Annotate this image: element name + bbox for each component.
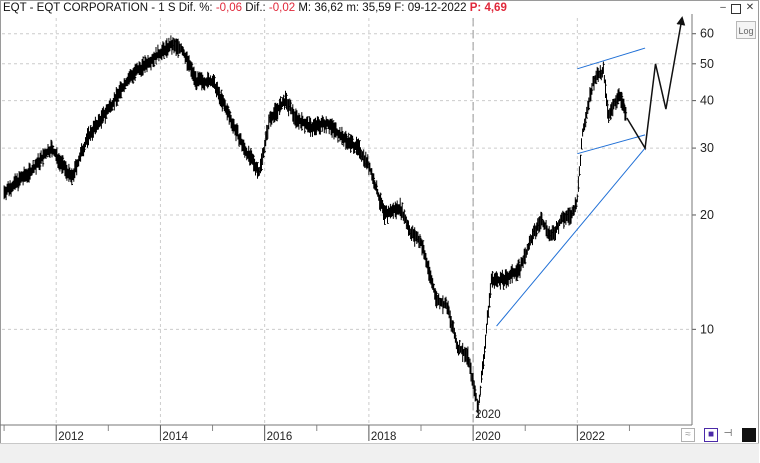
log-scale-button[interactable]: Log xyxy=(736,21,756,39)
period-label: 1 S xyxy=(158,2,176,14)
status-bar xyxy=(0,443,759,463)
max-label: M: xyxy=(298,2,312,14)
y-tick-label: 40 xyxy=(700,94,714,108)
chart-marks xyxy=(3,16,686,418)
x-tick-label: 2020 xyxy=(475,431,501,443)
y-tick-label: 60 xyxy=(700,27,714,41)
trendline xyxy=(577,47,646,70)
date-label: F: xyxy=(394,2,405,14)
y-tick-label: 50 xyxy=(700,57,714,71)
pin-icon[interactable]: ⊣ xyxy=(723,428,733,439)
price-series xyxy=(3,35,628,418)
min-label: m: xyxy=(346,2,360,14)
dif-value: -0,02 xyxy=(268,2,296,14)
chart-header: EQT - EQT CORPORATION - 1 S Dif. %: -0,0… xyxy=(3,2,507,14)
event-marker-label: 2020 xyxy=(475,409,501,421)
projection-path xyxy=(626,16,686,151)
dif-pct-value: -0,06 xyxy=(215,2,243,14)
x-tick-label: 2014 xyxy=(162,431,188,443)
company-name: EQT CORPORATION xyxy=(36,2,149,14)
max-value: 36,62 xyxy=(314,2,344,14)
trendline xyxy=(577,134,646,155)
maximize-icon[interactable] xyxy=(731,4,741,14)
y-tick-label: 20 xyxy=(700,208,714,222)
chart-axes: 10 20 30 40 50 60 2012 2014 2016 2018 2020 2022 xyxy=(0,14,714,443)
x-tick-label: 2018 xyxy=(371,431,397,443)
x-tick-label: 2016 xyxy=(267,431,293,443)
p-label: P: xyxy=(469,2,482,14)
save-icon[interactable]: ■ xyxy=(704,428,718,442)
min-value: 35,59 xyxy=(362,2,392,14)
color-swatch[interactable] xyxy=(742,428,756,442)
minimize-icon[interactable]: – xyxy=(720,2,726,13)
symbol-label: EQT xyxy=(3,2,27,14)
date-value: 09-12-2022 xyxy=(407,2,467,14)
x-tick-label: 2022 xyxy=(579,431,605,443)
close-icon[interactable]: ✕ xyxy=(745,2,755,13)
trend-tool-icon[interactable]: ≈ xyxy=(681,428,695,442)
y-tick-label: 10 xyxy=(700,322,714,336)
chart-grid xyxy=(2,18,692,425)
p-value: 4,69 xyxy=(484,2,507,14)
y-tick-label: 30 xyxy=(700,141,714,155)
dif-pct-label: Dif. %: xyxy=(178,2,213,14)
trendline xyxy=(496,147,646,327)
dif-label: Dif.: xyxy=(245,2,266,14)
x-tick-label: 2012 xyxy=(58,431,84,443)
